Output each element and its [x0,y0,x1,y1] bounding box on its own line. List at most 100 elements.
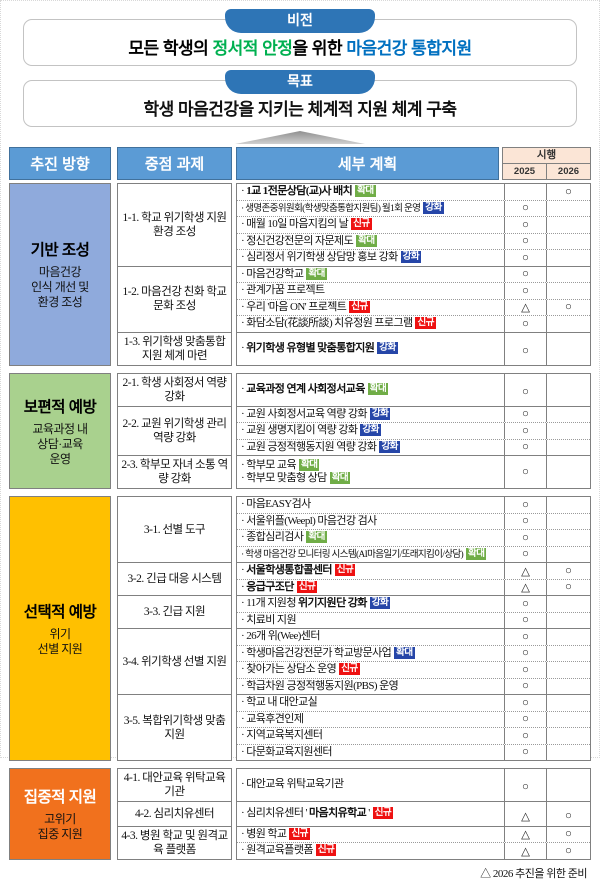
group-tasks: 4-1. 대안교육 위탁교육기관 대안교육 위탁교육기관 ○ 4-2. 심리치유센터 심… [117,768,591,860]
mark-2025: ○ [504,645,546,661]
plan-text: 교육후견인제 [237,712,504,728]
plan-line: 26개 위(Wee)센터 [241,630,502,644]
mark-2026: ○ [546,579,590,595]
mark-2026 [546,728,590,744]
task-row: 3-1. 선별 도구마음EASY검사○서울위플(Weepl) 마음건강 검사○종… [117,496,591,563]
mark-2025: ○ [504,439,546,455]
goal-text: 학생 마음건강을 지키는 체계적 지원 체계 구축 [143,100,458,119]
plan-segment: 정신건강전문의 자문제도 [246,234,354,247]
mark-2025: △ [504,579,546,595]
badge-new: 신규 [372,807,394,819]
task-label: 2-2. 교원 위기학생 관리 역량 강화 [117,405,232,456]
badge-reinforce: 강화 [360,424,381,436]
task-row: 1-3. 위기학생 맞춤통합 지원 체계 마련 위기학생 유형별 맞춤통합지원강화… [117,331,591,366]
mark-2025: ○ [504,513,546,529]
mark-2025: ○ [504,423,546,439]
task-row: 1-1. 학교 위기학생 지원 환경 조성1교 1전문상담(교)사 배치확대○생… [117,183,591,267]
group-subtitle-line: 상담·교육 [37,436,83,451]
group-cell-universal-prevention: 보편적 예방 교육과정 내 상담·교육 운영 [9,372,111,489]
plan-text: 매월 10일 마음지킴의 날신규 [237,217,504,233]
mark-2026 [546,439,590,455]
plan-row: 치료비 지원 ○ [237,611,590,628]
plan-segment: 학급차원 긍정적행동지원(PBS) 운영 [246,679,399,692]
group-foundation: 기반 조성 마음건강 인식 개선 및 환경 조성 1-1. 학교 위기학생 지원 환경 … [9,183,591,366]
mark-2026 [546,406,590,422]
plan-text: 서울위플(Weepl) 마음건강 검사 [237,514,504,530]
task-row: 2-3. 학부모 자녀 소통 역량 강화학부모 교육확대학부모 맞춤형 상담확대… [117,455,591,489]
plan-segment: 학생 마음건강 모니터링 시스템(AI마음일기/또래지킴이/상담) [245,548,463,560]
mark-2025: ○ [504,406,546,422]
table-body: 기반 조성 마음건강 인식 개선 및 환경 조성 1-1. 학교 위기학생 지원 환경 … [9,183,591,860]
vision-text: 모든 학생의 정서적 안정을 위한 마음건강 통합지원 [28,34,572,59]
plan-row: 26개 위(Wee)센터 ○ [237,629,590,645]
mark-2025: ○ [504,316,546,332]
group-subtitle-line: 마음건강 [38,265,82,280]
mark-2025: ○ [504,200,546,216]
plan-segment: 심리정서 위기학생 상담망 홍보 강화 [246,251,398,263]
plan-segment: 마음치유학교 [309,807,367,819]
vision-banner: 비전 모든 학생의 정서적 안정을 위한 마음건강 통합지원 [23,9,577,66]
badge-expand: 확대 [298,458,320,471]
task-label: 4-3. 병원 학교 및 원격교육 플랫폼 [117,825,232,860]
plan-row: 지역교육복지센터 ○ [237,727,590,744]
mark-2026 [546,423,590,439]
plan-segment: 서울학생통합콜센터 [246,564,332,576]
task-details: 대안교육 위탁교육기관 ○ [236,768,591,802]
mark-2026 [546,233,590,249]
mark-2026 [546,744,590,760]
mark-2026 [546,612,590,628]
group-title: 선택적 예방 [23,604,97,621]
plan-segment: 위기지원단 강화 [298,597,367,609]
group-tasks: 2-1. 학생 사회정서 역량 강화교육과정 연계 사회정서교육확대○2-2. … [117,372,591,489]
task-row: 4-2. 심리치유센터심리치유센터 ' 마음치유학교 '신규△○ [117,801,591,827]
header-year-2026: 2026 [546,164,590,180]
group-subtitle: 고위기 집중 지원 [38,812,83,842]
plan-segment: 학생마음건강전문가 학교방문사업 [246,646,392,659]
badge-expand: 확대 [355,185,376,197]
plan-line: 교육후견인제 [241,713,502,727]
badge-new: 신규 [296,580,318,593]
vision-tab-badge: 비전 [225,9,375,33]
task-label: 3-1. 선별 도구 [117,496,232,563]
mark-2025: ○ [504,217,546,233]
mark-2026 [546,200,590,216]
vision-text-part: 모든 학생의 [128,39,213,58]
group-title: 기반 조성 [30,242,90,260]
badge-new: 신규 [349,300,370,313]
badge-expand: 확대 [306,531,327,543]
plan-segment: 11개 지원청 [246,597,298,609]
plan-row: 교육후견인제 ○ [237,710,590,728]
mark-2025: ○ [504,596,546,612]
badge-reinforce: 강화 [400,251,422,263]
